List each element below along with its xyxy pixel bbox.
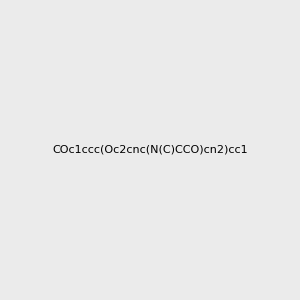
Text: COc1ccc(Oc2cnc(N(C)CCO)cn2)cc1: COc1ccc(Oc2cnc(N(C)CCO)cn2)cc1 [52, 145, 248, 155]
